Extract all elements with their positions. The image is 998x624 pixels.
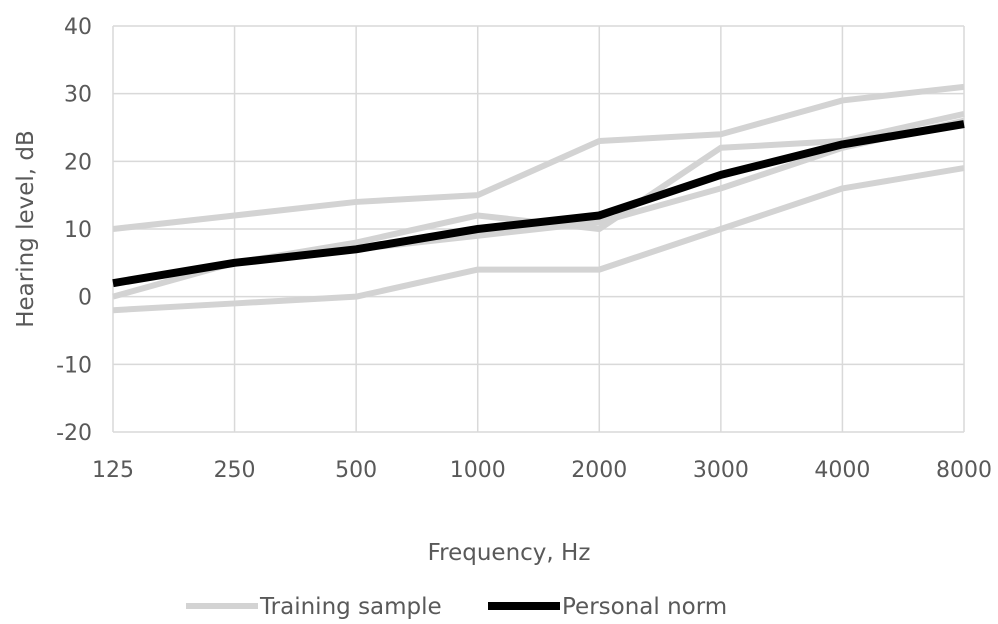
x-tick-label: 125 bbox=[92, 458, 134, 483]
training-sample-line bbox=[112, 165, 965, 314]
y-tick-labels: 40 30 20 10 0 -10 -20 bbox=[56, 15, 92, 446]
x-tick-label: 8000 bbox=[936, 458, 992, 483]
y-tick-label: 30 bbox=[64, 83, 92, 108]
x-tick-label: 4000 bbox=[814, 458, 870, 483]
x-tick-label: 500 bbox=[335, 458, 377, 483]
y-tick-label: 40 bbox=[64, 15, 92, 40]
x-tick-label: 250 bbox=[214, 458, 256, 483]
series-layer bbox=[112, 83, 965, 314]
legend: Training sample Personal norm bbox=[186, 594, 727, 620]
x-tick-label: 2000 bbox=[571, 458, 627, 483]
training-sample-line bbox=[112, 83, 965, 232]
y-axis-title: Hearing level, dB bbox=[13, 130, 39, 328]
legend-label-training-sample: Training sample bbox=[259, 594, 442, 619]
x-axis-title: Frequency, Hz bbox=[428, 540, 591, 566]
y-tick-label: 10 bbox=[64, 218, 92, 243]
x-tick-label: 1000 bbox=[450, 458, 506, 483]
legend-label-personal-norm: Personal norm bbox=[562, 594, 727, 619]
y-tick-label: 0 bbox=[78, 286, 92, 311]
y-tick-label: -20 bbox=[56, 421, 92, 446]
y-tick-label: 20 bbox=[64, 150, 92, 175]
y-tick-label: -10 bbox=[56, 353, 92, 378]
x-tick-labels: 125 250 500 1000 2000 3000 4000 8000 bbox=[92, 458, 992, 483]
personal-norm-line bbox=[112, 120, 965, 288]
x-tick-label: 3000 bbox=[693, 458, 749, 483]
